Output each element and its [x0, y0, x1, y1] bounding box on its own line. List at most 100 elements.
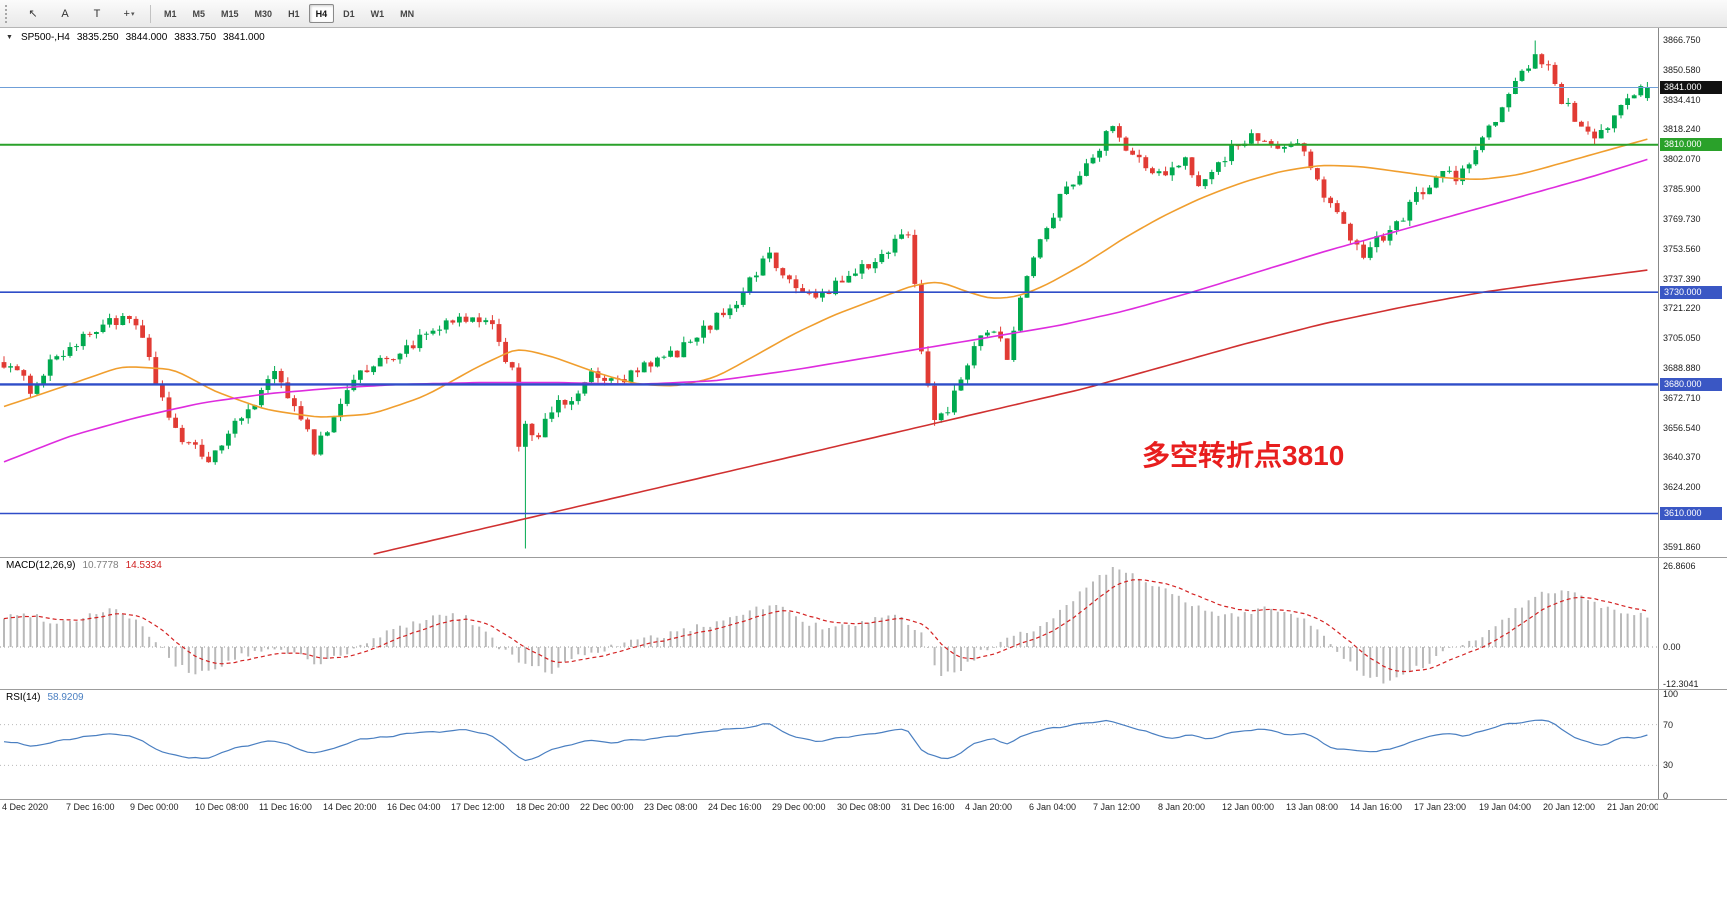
ma-slow-red[interactable] — [373, 269, 1648, 555]
candle-body — [8, 366, 13, 368]
candle-body — [252, 405, 258, 410]
candle-body — [226, 433, 231, 446]
candle-body — [536, 435, 541, 438]
candle-body — [292, 398, 297, 407]
rsi-line — [3, 719, 1648, 762]
time-axis-label: 23 Dec 08:00 — [644, 802, 698, 812]
candle-body — [1572, 102, 1578, 122]
candle-body — [483, 320, 489, 323]
candle-body — [688, 341, 693, 343]
timeframe-button-m15[interactable]: M15 — [221, 8, 239, 19]
candle-body — [1433, 177, 1439, 188]
ma-fast-magenta[interactable] — [3, 158, 1648, 463]
timeframe-button-h1[interactable]: H1 — [288, 8, 300, 19]
pane-separator-rsi[interactable] — [0, 689, 1727, 690]
candle-body — [1453, 170, 1459, 182]
price-axis-label: 3818.240 — [1663, 124, 1701, 135]
symbol-dropdown-icon[interactable]: ▼ — [6, 34, 13, 41]
rsi-axis-label: 0 — [1663, 791, 1669, 801]
macd-signal-line — [3, 579, 1648, 673]
candle-body — [714, 312, 720, 330]
candle-body — [245, 409, 251, 419]
crosshair-tool-button[interactable]: + ▾ — [114, 3, 144, 25]
pane-separator-macd[interactable] — [0, 557, 1727, 558]
candle-body — [1011, 330, 1017, 360]
time-axis-label: 24 Dec 16:00 — [708, 802, 762, 812]
candle-body — [1229, 145, 1234, 162]
candle-body — [1077, 175, 1083, 185]
crosshair-tool-icon: + — [123, 7, 130, 20]
pane-separator-time-axis — [0, 799, 1727, 800]
cursor-tool-button[interactable]: ↖ — [18, 3, 48, 25]
main-chart-pane[interactable] — [0, 28, 1658, 557]
chart-annotation-text[interactable]: 多空转折点3810 — [1142, 440, 1345, 471]
toolbar-tools-group: ↖ A T + ▾ — [18, 3, 144, 25]
time-axis-label: 16 Dec 04:00 — [387, 802, 441, 812]
candle-body — [1169, 167, 1175, 176]
candle-body — [1064, 186, 1069, 194]
candle-body — [529, 423, 535, 436]
candle-body — [760, 258, 766, 276]
time-axis-label: 18 Dec 20:00 — [516, 802, 570, 812]
candle-body — [734, 304, 739, 309]
price-axis-label: 3672.710 — [1663, 392, 1701, 403]
timeframe-button-m5[interactable]: M5 — [192, 8, 206, 19]
timeframe-button-mn[interactable]: MN — [400, 8, 415, 19]
candle-body — [1506, 94, 1512, 108]
ohlc-close: 3841.000 — [223, 32, 265, 43]
candle-body — [1090, 157, 1096, 164]
ma-mid-orange[interactable] — [3, 138, 1648, 418]
toolbar-drag-handle[interactable] — [5, 4, 11, 23]
text-t-tool-button[interactable]: T — [82, 3, 112, 25]
candle-body — [740, 292, 746, 305]
candle-body — [820, 293, 825, 298]
ohlc-high: 3844.000 — [125, 32, 168, 43]
candle-body — [589, 371, 594, 383]
price-axis-label: 3769.730 — [1663, 213, 1701, 224]
time-axis[interactable]: 4 Dec 2020 7 Dec 16:00 9 Dec 00:00 10 Dec 0… — [0, 799, 1658, 817]
candle-body — [377, 357, 383, 367]
timeframe-button-m30[interactable]: M30 — [254, 8, 273, 19]
candle-body — [674, 350, 680, 358]
timeframe-button-h4[interactable]: H4 — [308, 4, 335, 23]
candle-body — [1004, 338, 1010, 360]
timeframe-button-m1[interactable]: M1 — [164, 8, 177, 19]
time-axis-label: 4 Dec 2020 — [2, 802, 49, 812]
candle-body — [305, 419, 310, 430]
candle-body — [133, 318, 139, 326]
candle-body — [463, 316, 469, 322]
candle-body — [628, 370, 634, 383]
timeframe-group: M1 M5 M15 M30 H1 H4 D1 W1 MN — [157, 4, 421, 23]
candle-body — [1249, 133, 1254, 144]
candle-body — [1579, 121, 1584, 127]
candle-body — [1414, 192, 1419, 202]
price-axis-separator[interactable] — [1658, 28, 1659, 799]
candle-body — [1499, 107, 1505, 123]
rsi-pane[interactable] — [0, 689, 1658, 799]
candle-body — [899, 234, 904, 239]
timeframe-button-w1[interactable]: W1 — [370, 8, 385, 19]
candle-body — [582, 382, 588, 394]
candle-body — [905, 234, 911, 236]
candle-body — [1348, 223, 1353, 241]
candle-body — [1321, 179, 1327, 198]
candle-body — [397, 353, 403, 360]
candle-body — [866, 264, 871, 269]
price-axis-label: 3705.050 — [1663, 333, 1701, 344]
text-a-tool-button[interactable]: A — [50, 3, 80, 25]
price-axis-label: 3753.560 — [1663, 243, 1701, 254]
price-axis[interactable]: 3866.750 3850.580 3834.410 3818.240 3802.070… — [1659, 28, 1727, 817]
candle-body — [1163, 171, 1168, 176]
price-axis-label: 3866.750 — [1663, 35, 1701, 45]
candle-body — [1559, 84, 1564, 104]
candle-body — [1084, 163, 1089, 176]
candle-body — [1255, 133, 1261, 141]
candle-body — [325, 432, 330, 436]
candle-body — [311, 429, 317, 455]
candle-body — [1625, 98, 1630, 105]
time-axis-label: 8 Jan 20:00 — [1158, 802, 1206, 812]
time-axis-label: 29 Dec 00:00 — [772, 802, 826, 812]
macd-pane[interactable] — [0, 557, 1658, 689]
timeframe-button-d1[interactable]: D1 — [343, 8, 355, 19]
